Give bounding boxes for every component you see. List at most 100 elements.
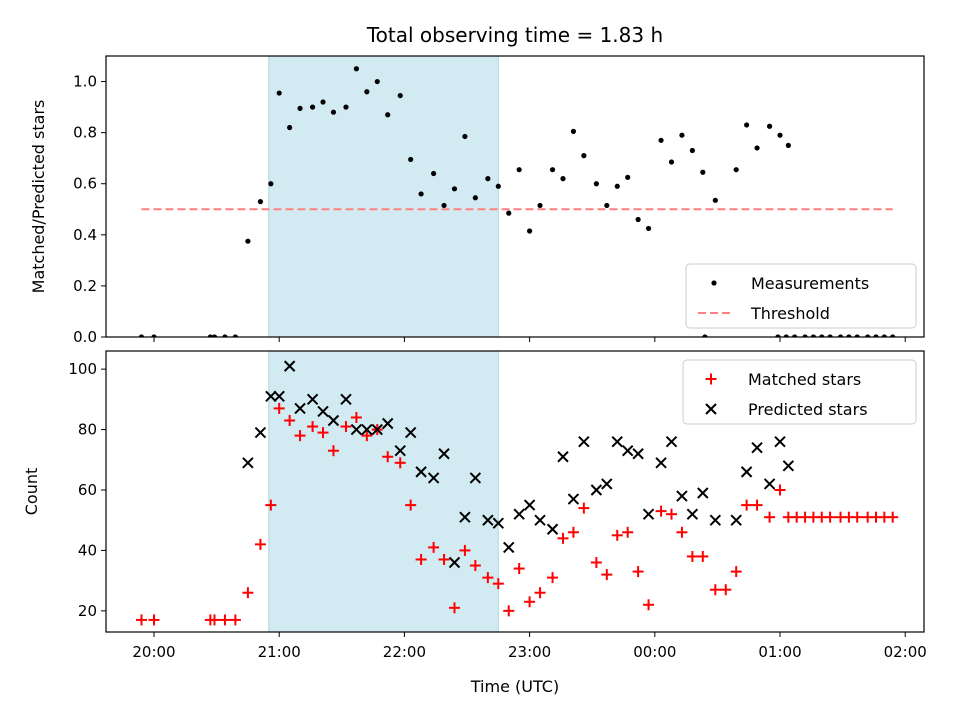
point-dot-27 <box>472 195 478 201</box>
x-tick-label-2: 22:00 <box>383 643 426 661</box>
point-dot-23 <box>431 170 437 177</box>
point-plus-22 <box>415 553 427 565</box>
highlight-span-top <box>268 55 499 338</box>
point-plus-16 <box>350 411 362 423</box>
point-x-47 <box>763 478 776 490</box>
point-dot-52 <box>754 145 760 151</box>
point-dot-41 <box>625 174 631 180</box>
point-x-37 <box>642 508 655 520</box>
point-dot-45 <box>668 159 675 165</box>
point-plus-3 <box>209 614 221 626</box>
point-x-3 <box>273 390 285 403</box>
plot-area-top <box>138 66 896 337</box>
panel-top: 0.0 0.2 0.4 0.6 0.8 1.0 Matched/Predicted star… <box>29 55 925 346</box>
point-dot-64 <box>837 334 844 337</box>
point-dot-44 <box>658 137 664 143</box>
point-plus-1 <box>148 614 160 626</box>
point-plus-53 <box>751 499 763 511</box>
point-plus-0 <box>135 614 147 626</box>
y-tick-label-top-5: 1.0 <box>73 73 97 91</box>
point-dot-30 <box>506 210 512 216</box>
point-dot-53 <box>766 123 773 129</box>
point-dot-42 <box>635 216 641 223</box>
point-plus-26 <box>459 544 471 556</box>
point-dot-18 <box>374 78 380 85</box>
point-plus-45 <box>666 508 678 520</box>
point-dot-34 <box>549 167 556 173</box>
point-dot-51 <box>744 122 750 128</box>
point-x-28 <box>546 523 559 535</box>
point-dot-29 <box>495 183 501 189</box>
point-dot-54 <box>777 132 783 138</box>
point-x-22 <box>482 514 494 526</box>
point-x-6 <box>306 393 319 406</box>
point-plus-34 <box>547 572 559 584</box>
point-plus-68 <box>887 511 899 523</box>
point-x-32 <box>590 484 603 496</box>
point-dot-48 <box>700 169 706 175</box>
point-x-0 <box>242 457 254 469</box>
point-dot-60 <box>802 334 808 337</box>
point-x-8 <box>327 414 340 427</box>
point-dot-37 <box>581 153 587 159</box>
point-x-46 <box>751 441 763 454</box>
point-plus-38 <box>590 557 602 569</box>
point-x-49 <box>782 460 795 472</box>
point-plus-24 <box>438 553 450 565</box>
point-x-36 <box>632 448 644 460</box>
y-tick-label-bottom-2: 60 <box>78 481 97 499</box>
point-dot-40 <box>614 183 620 189</box>
point-plus-23 <box>428 541 440 553</box>
point-x-13 <box>382 417 394 430</box>
point-plus-19 <box>382 451 394 463</box>
point-dot-22 <box>418 191 424 197</box>
point-plus-7 <box>254 538 266 550</box>
x-axis-label: Time (UTC) <box>470 677 559 696</box>
point-x-34 <box>611 435 623 448</box>
point-plus-8 <box>265 499 277 511</box>
y-tick-label-bottom-4: 100 <box>68 360 97 378</box>
point-x-5 <box>294 402 306 415</box>
point-plus-14 <box>327 445 339 457</box>
point-dot-6 <box>245 238 251 244</box>
point-dot-10 <box>287 124 293 131</box>
point-plus-41 <box>622 526 634 538</box>
point-x-11 <box>361 423 373 436</box>
point-dot-15 <box>343 104 349 110</box>
point-plus-12 <box>307 421 319 433</box>
point-plus-31 <box>513 563 525 575</box>
point-plus-35 <box>557 532 569 544</box>
point-plus-43 <box>643 599 655 611</box>
point-x-45 <box>740 466 753 478</box>
point-plus-46 <box>676 526 688 538</box>
point-plus-61 <box>824 511 836 523</box>
chart-title: Total observing time = 1.83 h <box>366 23 663 47</box>
point-x-2 <box>265 390 277 403</box>
point-dot-58 <box>783 334 789 337</box>
point-plus-5 <box>229 614 241 626</box>
point-x-24 <box>503 541 515 554</box>
legend-top: Measurements Threshold <box>685 263 917 329</box>
x-tick-label-5: 01:00 <box>758 643 801 661</box>
point-dot-32 <box>527 228 533 234</box>
y-tick-label-top-3: 0.6 <box>73 175 97 193</box>
point-dot-61 <box>810 334 817 337</box>
legend-swatch-x <box>705 403 717 415</box>
point-plus-28 <box>482 572 494 584</box>
point-dot-68 <box>873 334 879 337</box>
point-plus-51 <box>730 566 742 578</box>
point-dot-16 <box>353 66 360 72</box>
point-x-41 <box>686 508 699 520</box>
highlight-span-bottom <box>268 350 499 633</box>
point-dot-59 <box>792 334 798 337</box>
point-dot-11 <box>297 105 303 111</box>
point-x-16 <box>415 466 427 478</box>
y-tick-label-bottom-3: 80 <box>78 421 97 439</box>
x-tick-label-3: 23:00 <box>508 643 551 661</box>
legend-box-top <box>685 263 917 329</box>
point-dot-7 <box>257 199 264 205</box>
point-x-23 <box>492 517 505 529</box>
point-x-44 <box>730 514 742 526</box>
point-x-43 <box>709 514 722 526</box>
